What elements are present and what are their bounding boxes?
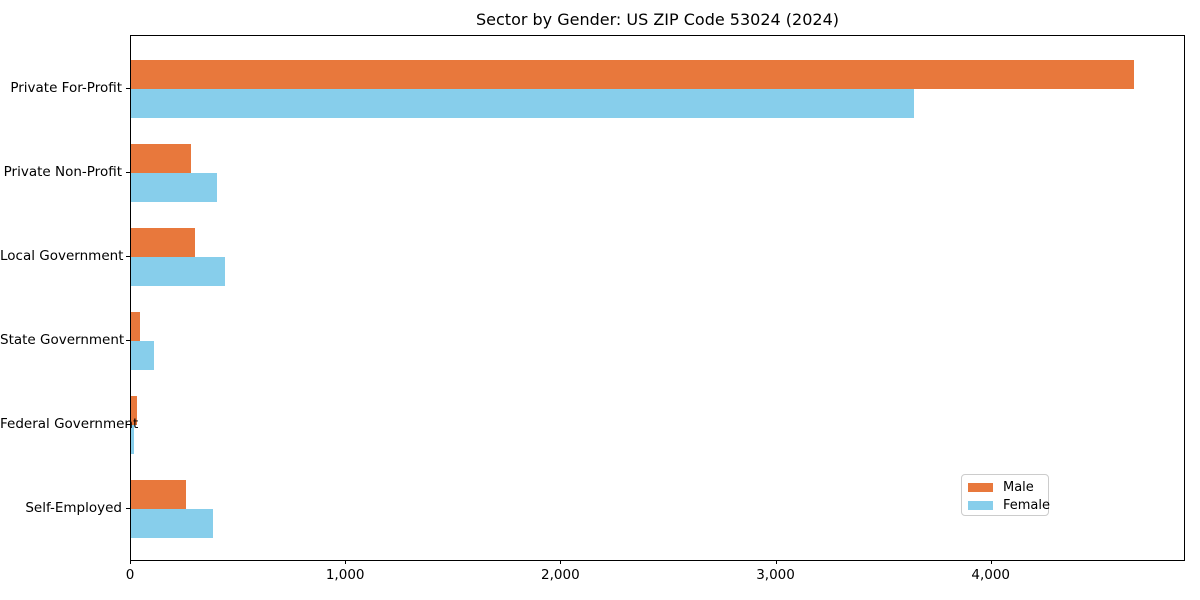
legend-swatch-male (968, 482, 993, 492)
chart-title: Sector by Gender: US ZIP Code 53024 (202… (476, 10, 839, 29)
bar-female (131, 509, 213, 538)
bar-female (131, 89, 914, 118)
bar-male (131, 60, 1134, 89)
y-tick-label: Local Government (0, 248, 124, 264)
bar-male (131, 396, 137, 425)
bar-female (131, 341, 154, 370)
y-tick-label: Private For-Profit (10, 80, 122, 96)
legend: Male Female (961, 474, 1051, 516)
legend-label-female: Female (1003, 497, 1051, 513)
y-tick-mark (126, 424, 130, 425)
bar-male (131, 144, 192, 173)
y-tick-label: Private Non-Profit (3, 164, 122, 180)
x-tick-mark (990, 560, 992, 564)
legend-item-male: Male (968, 478, 1048, 496)
bar-female (131, 173, 217, 202)
x-tick-mark (345, 560, 347, 564)
legend-label-male: Male (1003, 479, 1034, 495)
bar-male (131, 312, 140, 341)
y-tick-mark (126, 88, 130, 89)
x-tick-mark (775, 560, 777, 564)
bar-male (131, 228, 196, 257)
x-tick-mark (560, 560, 562, 564)
y-tick-mark (126, 508, 130, 509)
legend-swatch-female (968, 500, 993, 510)
y-tick-label: Federal Government (0, 416, 139, 432)
bar-female (131, 425, 134, 454)
bar-female (131, 257, 226, 286)
y-tick-label: State Government (0, 332, 125, 348)
bar-male (131, 480, 186, 509)
y-tick-mark (126, 340, 130, 341)
plot-area (130, 35, 1185, 561)
legend-item-female: Female (968, 496, 1051, 514)
y-tick-label: Self-Employed (25, 500, 122, 516)
y-tick-mark (126, 172, 130, 173)
y-tick-mark (126, 256, 130, 257)
x-tick-label: 0 (125, 567, 135, 583)
x-tick-mark (130, 560, 131, 564)
x-tick-label: 3,000 (756, 567, 795, 583)
x-tick-label: 2,000 (541, 567, 580, 583)
x-tick-label: 4,000 (971, 567, 1011, 583)
x-tick-label: 1,000 (325, 567, 365, 583)
